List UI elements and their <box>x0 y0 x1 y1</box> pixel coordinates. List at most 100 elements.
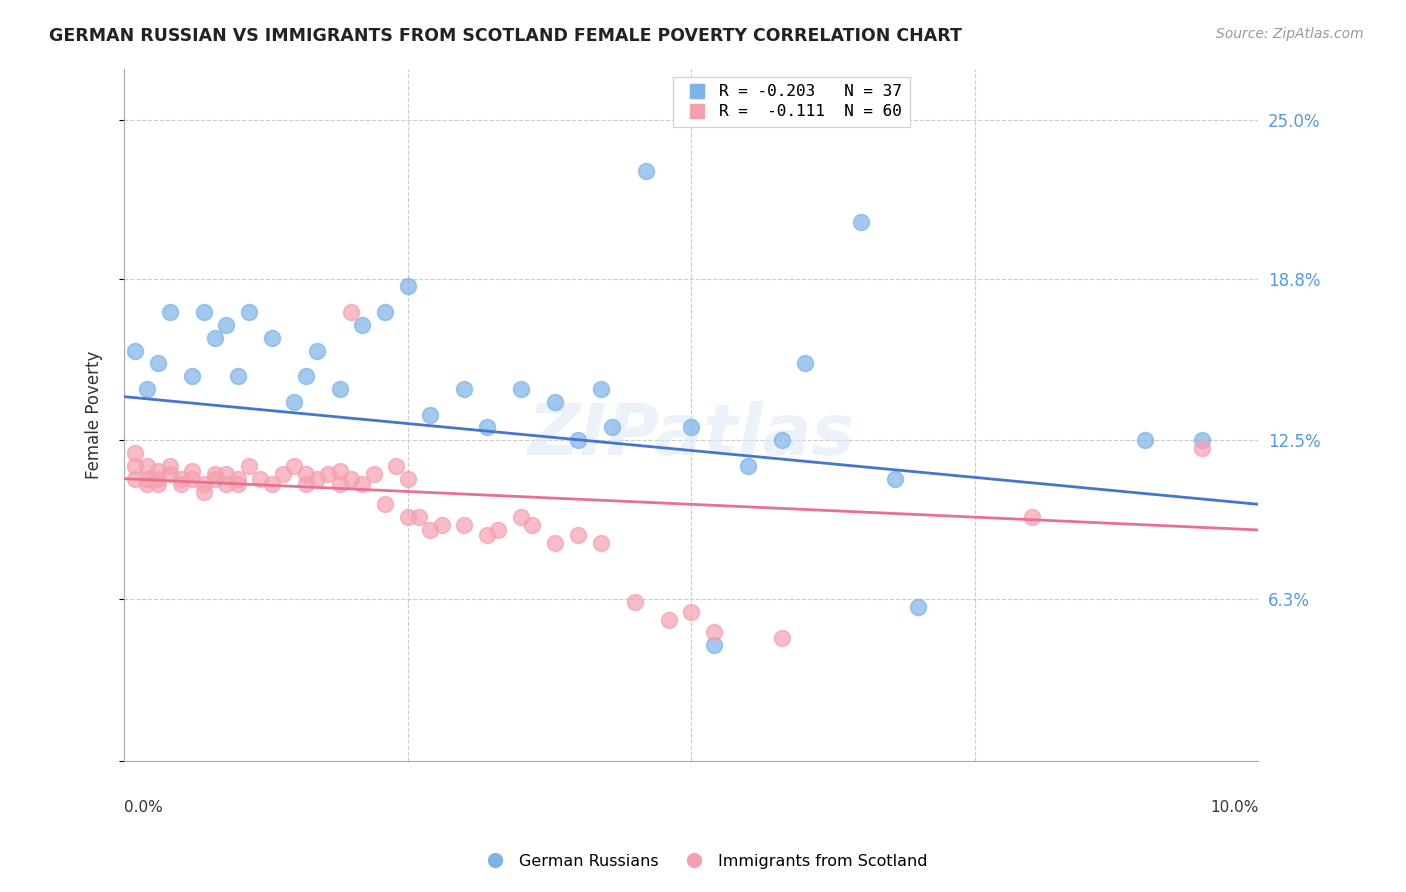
Text: ZIPatlas: ZIPatlas <box>527 401 855 470</box>
Point <box>453 382 475 396</box>
Point <box>204 467 226 481</box>
Text: GERMAN RUSSIAN VS IMMIGRANTS FROM SCOTLAND FEMALE POVERTY CORRELATION CHART: GERMAN RUSSIAN VS IMMIGRANTS FROM SCOTLA… <box>49 27 962 45</box>
Point <box>124 343 146 358</box>
Legend: German Russians, Immigrants from Scotland: German Russians, Immigrants from Scotlan… <box>472 847 934 875</box>
Point <box>135 382 157 396</box>
Point <box>294 476 316 491</box>
Point <box>226 472 249 486</box>
Point <box>419 523 441 537</box>
Point <box>170 472 193 486</box>
Point <box>146 472 169 486</box>
Point <box>329 464 352 478</box>
Point <box>770 631 793 645</box>
Point <box>124 472 146 486</box>
Y-axis label: Female Poverty: Female Poverty <box>86 351 103 479</box>
Text: Source: ZipAtlas.com: Source: ZipAtlas.com <box>1216 27 1364 41</box>
Legend: R = -0.203   N = 37, R =  -0.111  N = 60: R = -0.203 N = 37, R = -0.111 N = 60 <box>673 77 910 128</box>
Point <box>681 605 703 619</box>
Point <box>352 476 374 491</box>
Point <box>770 434 793 448</box>
Point <box>408 510 430 524</box>
Point <box>567 528 589 542</box>
Text: 0.0%: 0.0% <box>124 799 163 814</box>
Point <box>374 305 396 319</box>
Point <box>703 638 725 652</box>
Point <box>159 467 181 481</box>
Point <box>396 279 419 293</box>
Point <box>737 458 759 473</box>
Point <box>294 467 316 481</box>
Point <box>1191 441 1213 455</box>
Point <box>193 305 215 319</box>
Point <box>475 528 498 542</box>
Point <box>510 382 533 396</box>
Point <box>396 472 419 486</box>
Point <box>600 420 623 434</box>
Point <box>215 476 238 491</box>
Point <box>453 517 475 532</box>
Point <box>271 467 294 481</box>
Text: 10.0%: 10.0% <box>1211 799 1258 814</box>
Point <box>181 464 204 478</box>
Point <box>884 472 907 486</box>
Point <box>283 394 305 409</box>
Point <box>793 356 815 370</box>
Point <box>159 305 181 319</box>
Point <box>135 458 157 473</box>
Point <box>226 476 249 491</box>
Point <box>340 472 363 486</box>
Point <box>124 458 146 473</box>
Point <box>260 476 283 491</box>
Point <box>544 394 567 409</box>
Point <box>1021 510 1043 524</box>
Point <box>260 331 283 345</box>
Point <box>851 215 873 229</box>
Point <box>363 467 385 481</box>
Point <box>703 625 725 640</box>
Point <box>135 476 157 491</box>
Point <box>681 420 703 434</box>
Point <box>159 458 181 473</box>
Point <box>135 472 157 486</box>
Point <box>385 458 408 473</box>
Point <box>430 517 453 532</box>
Point <box>396 510 419 524</box>
Point <box>124 446 146 460</box>
Point <box>193 476 215 491</box>
Point <box>634 164 657 178</box>
Point <box>170 476 193 491</box>
Point <box>249 472 271 486</box>
Point <box>1133 434 1156 448</box>
Point <box>181 369 204 384</box>
Point <box>294 369 316 384</box>
Point <box>907 599 929 614</box>
Point <box>305 472 328 486</box>
Point <box>419 408 441 422</box>
Point <box>316 467 339 481</box>
Point <box>486 523 509 537</box>
Point <box>283 458 305 473</box>
Point <box>510 510 533 524</box>
Point <box>589 382 612 396</box>
Point <box>215 467 238 481</box>
Point <box>623 595 645 609</box>
Point <box>475 420 498 434</box>
Point <box>589 535 612 549</box>
Point <box>1191 434 1213 448</box>
Point <box>340 305 363 319</box>
Point <box>146 464 169 478</box>
Point <box>305 343 328 358</box>
Point <box>238 458 260 473</box>
Point <box>204 472 226 486</box>
Point <box>215 318 238 332</box>
Point <box>522 517 544 532</box>
Point <box>567 434 589 448</box>
Point <box>193 484 215 499</box>
Point <box>658 613 681 627</box>
Point <box>226 369 249 384</box>
Point <box>146 476 169 491</box>
Point <box>146 356 169 370</box>
Point <box>181 472 204 486</box>
Point <box>329 382 352 396</box>
Point <box>544 535 567 549</box>
